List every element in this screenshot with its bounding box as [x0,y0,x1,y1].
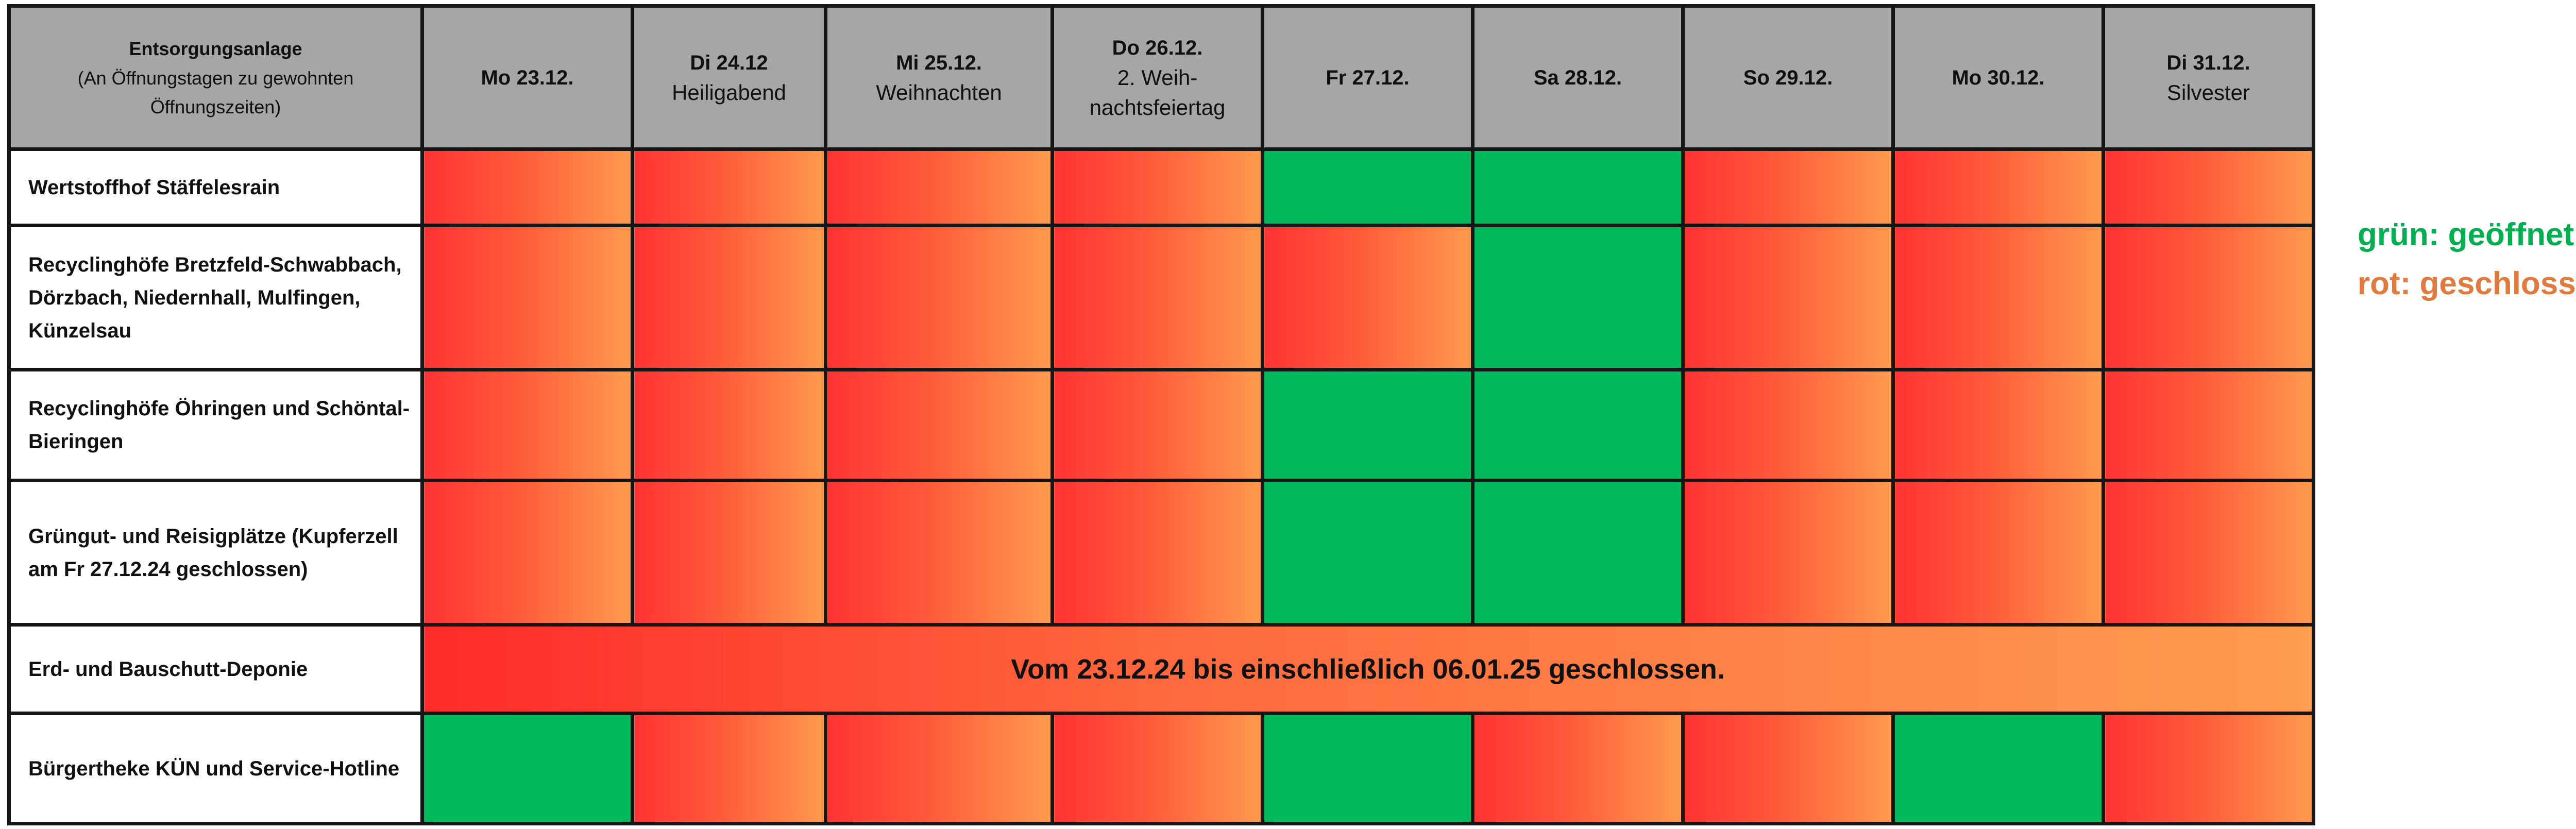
status-cell [420,147,634,227]
header-day-label: Sa 28.12. [1533,66,1622,89]
header-day-label: So 29.12. [1743,66,1833,89]
status-cell [824,712,1054,825]
status-cell [1050,712,1264,825]
status-cell [1471,479,1685,627]
status-cell [1681,712,1895,825]
header-day-note: 2. Weih-nachtsfeiertag [1089,65,1226,120]
status-cell [2102,224,2315,371]
header-day: So 29.12. [1681,4,1895,151]
table-row: Bürgertheke KÜN und Service-Hotline [7,712,2315,825]
header-day: Do 26.12. 2. Weih-nachtsfeiertag [1050,4,1264,151]
status-cell [1050,479,1264,627]
status-cell [1471,147,1685,227]
header-facility: Entsorgungsanlage (An Öffnungstagen zu g… [7,4,424,151]
status-cell [631,368,827,482]
table-row: Recyclinghöfe Bretzfeld-Schwabbach, Dörz… [7,224,2315,371]
header-day: Di 24.12 Heiligabend [631,4,827,151]
legend-open: grün: geöffnet [2358,217,2574,252]
header-day-note: Silvester [2166,80,2250,105]
header-facility-subtitle: (An Öffnungstagen zu gewohnten Öffnungsz… [77,67,354,117]
status-cell [1471,224,1685,371]
header-day-note: Weihnachten [876,80,1002,105]
status-cell [2102,368,2315,482]
status-cell [1891,224,2105,371]
facility-name: Bürgertheke KÜN und Service-Hotline [7,712,424,825]
facility-name: Recyclinghöfe Bretzfeld-Schwabbach, Dörz… [7,224,424,371]
status-cell [420,224,634,371]
status-cell [2102,147,2315,227]
header-facility-title: Entsorgungsanlage [129,38,302,59]
table-row: Wertstoffhof Stäffelesrain [7,147,2315,227]
facility-name: Recyclinghöfe Öhringen und Schöntal-Bier… [7,368,424,482]
header-day-label: Do 26.12. [1112,36,1203,59]
header-day: Di 31.12. Silvester [2102,4,2315,151]
header-day-label: Fr 27.12. [1326,66,1410,89]
status-cell [1261,479,1475,627]
table-row: Grüngut- und Reisigplätze (Kupferzell am… [7,479,2315,627]
status-cell [1681,147,1895,227]
status-cell [1891,147,2105,227]
header-day: Mo 30.12. [1891,4,2105,151]
status-cell [1471,368,1685,482]
status-cell [1471,712,1685,825]
status-cell [631,147,827,227]
header-day: Mi 25.12. Weihnachten [824,4,1054,151]
status-cell [824,147,1054,227]
status-cell [631,712,827,825]
status-cell [2102,712,2315,825]
header-day-label: Di 31.12. [2166,51,2250,74]
facility-name: Grüngut- und Reisigplätze (Kupferzell am… [7,479,424,627]
status-cell [824,368,1054,482]
header-day-label: Mo 30.12. [1952,66,2045,89]
legend-closed: rot: geschlossen [2358,266,2576,301]
header-day: Sa 28.12. [1471,4,1685,151]
header-day: Mo 23.12. [420,4,634,151]
header-day-label: Mo 23.12. [481,66,574,89]
status-cell [1261,224,1475,371]
header-day-note: Heiligabend [672,80,786,105]
status-cell [2102,479,2315,627]
status-cell [1681,368,1895,482]
status-cell [1681,479,1895,627]
status-cell [1681,224,1895,371]
status-cell [631,479,827,627]
status-cell [631,224,827,371]
table-row: Recyclinghöfe Öhringen und Schöntal-Bier… [7,368,2315,482]
status-cell [1261,368,1475,482]
status-cell [1050,368,1264,482]
table-row: Erd- und Bauschutt-Deponie Vom 23.12.24 … [7,623,2315,715]
status-cell [824,479,1054,627]
status-cell [1891,712,2105,825]
facility-name: Wertstoffhof Stäffelesrain [7,147,424,227]
status-cell [1261,147,1475,227]
status-cell [420,368,634,482]
header-day-label: Di 24.12 [690,51,768,74]
facility-name: Erd- und Bauschutt-Deponie [7,623,424,715]
opening-hours-table: Entsorgungsanlage (An Öffnungstagen zu g… [7,4,2315,825]
header-row: Entsorgungsanlage (An Öffnungstagen zu g… [7,4,2315,151]
status-cell [1050,147,1264,227]
status-cell [1050,224,1264,371]
header-day-label: Mi 25.12. [896,51,982,74]
status-cell [1891,479,2105,627]
status-cell [1891,368,2105,482]
header-day: Fr 27.12. [1261,4,1475,151]
status-cell [1261,712,1475,825]
status-cell [824,224,1054,371]
status-cell [420,712,634,825]
status-cell [420,479,634,627]
closure-banner: Vom 23.12.24 bis einschließlich 06.01.25… [420,623,2315,715]
